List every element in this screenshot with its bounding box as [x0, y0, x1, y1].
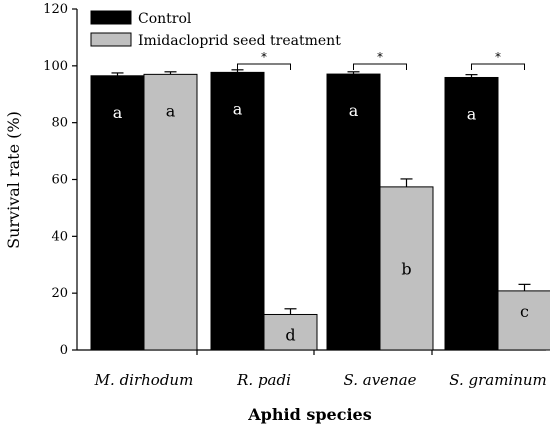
significance-bracket	[237, 63, 291, 70]
legend-swatch	[90, 32, 132, 47]
significance-letter: a	[467, 104, 477, 123]
significance-bracket	[353, 63, 407, 70]
legend-label: Control	[138, 11, 192, 27]
bar	[444, 76, 499, 351]
significance-letter: a	[233, 99, 243, 118]
y-tick-label: 20	[51, 286, 68, 301]
significance-bracket	[471, 63, 525, 70]
y-tick-label: 60	[51, 173, 68, 188]
significance-star: *	[495, 50, 501, 64]
y-tick-label: 80	[51, 116, 68, 131]
legend-swatch	[90, 10, 132, 25]
y-axis-title: Survival rate (%)	[4, 111, 23, 249]
bars: a a M. dirhodum a d R. padi * a b S. avenae * a c S. …	[90, 50, 550, 389]
y-tick-label: 0	[60, 343, 68, 358]
significance-letter: a	[166, 101, 176, 120]
significance-letter: b	[401, 259, 411, 278]
legend-label: Imidacloprid seed treatment	[138, 33, 341, 49]
y-tick-label: 120	[43, 2, 68, 17]
significance-letter: a	[349, 101, 359, 120]
bar	[326, 73, 381, 351]
significance-letter: c	[520, 302, 529, 321]
x-tick-label: S. graminum	[449, 371, 547, 389]
x-tick-label: M. dirhodum	[94, 371, 194, 389]
significance-star: *	[261, 50, 267, 64]
significance-star: *	[377, 50, 383, 64]
y-tick-label: 40	[51, 229, 68, 244]
significance-letter: a	[113, 103, 123, 122]
significance-letter: d	[285, 325, 295, 344]
x-axis-title: Aphid species	[247, 405, 371, 424]
x-tick-label: S. avenae	[343, 371, 416, 389]
legend: Control Imidacloprid seed treatment	[90, 10, 341, 49]
bar	[143, 73, 198, 351]
x-tick-label: R. padi	[236, 371, 291, 389]
y-tick-label: 100	[43, 59, 68, 74]
bar	[379, 186, 434, 351]
